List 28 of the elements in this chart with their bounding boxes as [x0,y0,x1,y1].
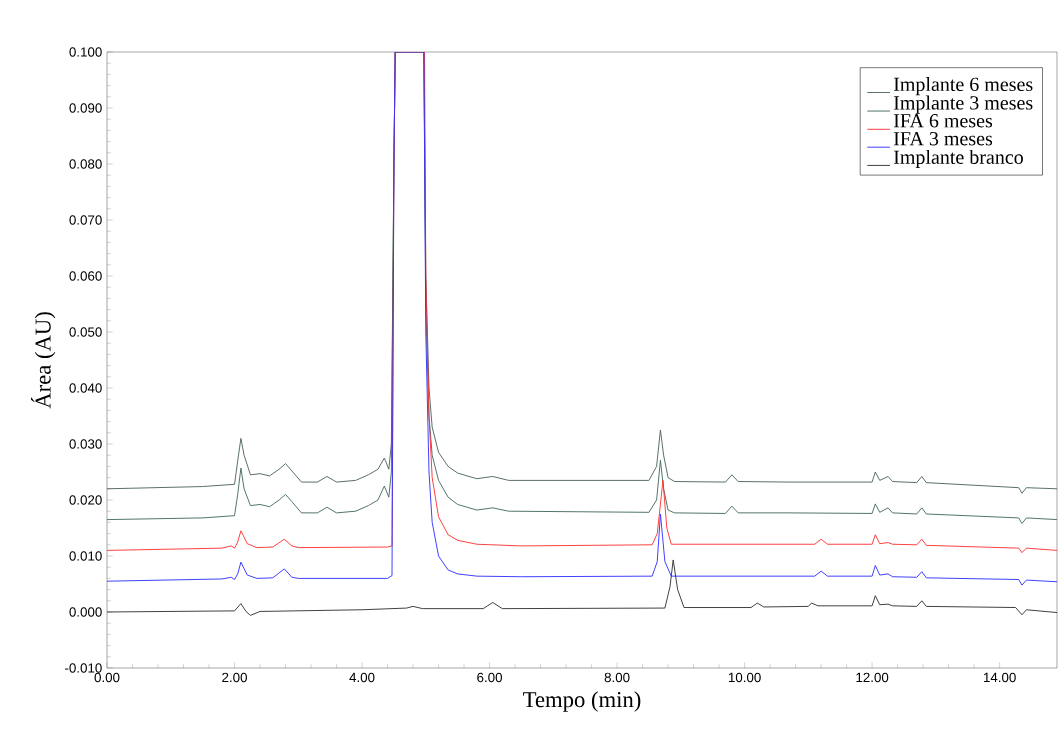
y-tick-label: 0.050 [69,327,102,337]
x-tick-label: 14.00 [983,672,1016,683]
x-tick-label: 12.00 [856,672,889,683]
x-tick-label: 6.00 [477,672,503,683]
y-tick-label: 0.040 [69,383,102,393]
x-tick-label: 4.00 [349,672,375,683]
y-tick-label: 0.060 [69,271,102,281]
y-tick-label: -0.010 [65,663,102,673]
legend-label: Implante 3 meses [893,95,1033,114]
y-tick-label: 0.030 [69,439,102,449]
y-tick-label: 0.100 [69,47,102,57]
legend-label: Implante 6 meses [893,77,1033,96]
y-tick-label: 0.020 [69,495,102,505]
y-tick-label: 0.000 [69,607,102,617]
line-series [107,559,1058,616]
y-tick-label: 0.010 [69,551,102,561]
x-axis-title: Tempo (min) [523,691,641,712]
x-tick-label: 8.00 [604,672,630,683]
y-axis-title: Área (AU) [31,312,56,409]
x-tick-label: 10.00 [728,672,761,683]
legend-label: IFA 6 meses [893,114,993,128]
x-tick-label: 2.00 [222,672,247,683]
y-tick-label: 0.070 [69,215,102,225]
x-tick-label: 0.00 [94,672,120,683]
y-tick-label: 0.080 [69,159,102,169]
y-tick-label: 0.090 [69,103,102,113]
legend-label: IFA 3 meses [893,131,993,146]
legend-label: Implante branco [893,149,1023,169]
